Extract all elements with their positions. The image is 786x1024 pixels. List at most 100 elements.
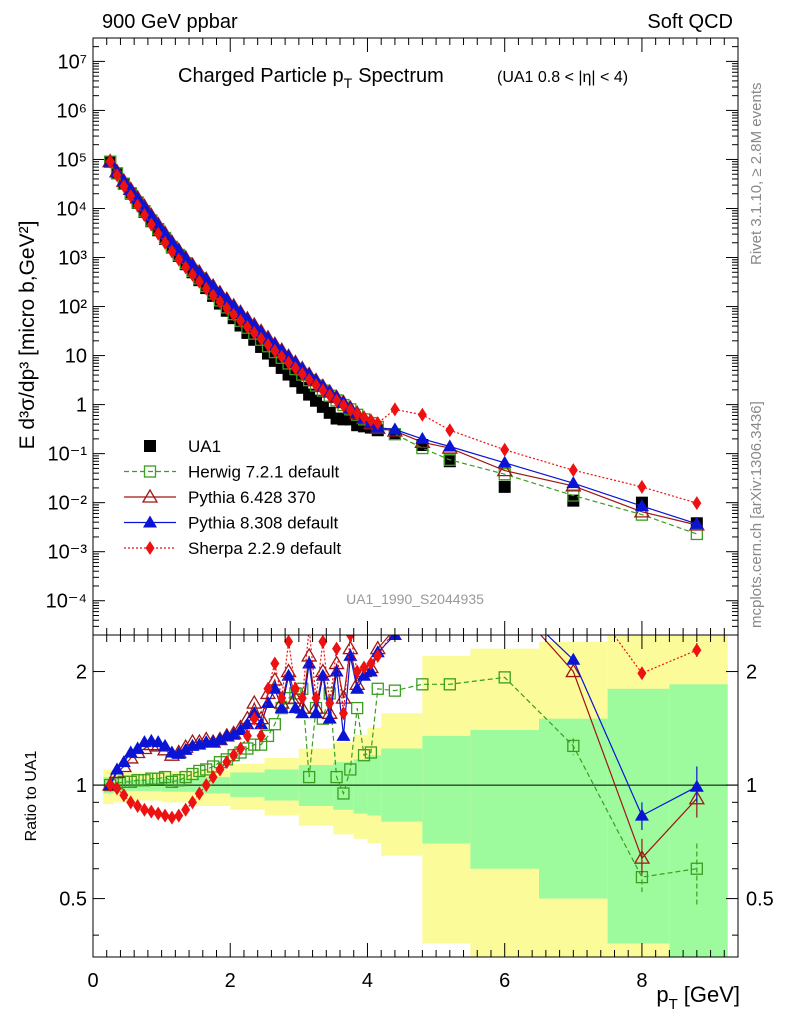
ratio-y-axis-label: Ratio to UA1 — [23, 751, 40, 842]
legend-marker-ua1 — [144, 440, 156, 452]
ratio-point-sherpa-2-2-9-default — [318, 635, 328, 649]
x-tick-label: 2 — [225, 970, 236, 992]
ratio-point-pythia-8-308-default — [322, 711, 337, 724]
ratio-point-herwig-7-2-1-default — [268, 718, 281, 731]
main-point-sherpa-2-2-9-default — [318, 383, 328, 398]
main-point-sherpa-2-2-9-default — [390, 402, 400, 417]
main-point-sherpa-2-2-9-default — [325, 388, 335, 403]
main-y-axis-label: E d³σ/dp³ [micro b,GeV²] — [16, 221, 39, 450]
main-point-sherpa-2-2-9-default — [194, 274, 204, 289]
ratio-y-tick-label-right: 2 — [746, 662, 757, 684]
ratio-point-pythia-8-308-default — [240, 717, 255, 730]
main-y-tick-label: 10⁻⁴ — [46, 591, 87, 613]
ratio-point-sherpa-2-2-9-default — [256, 728, 266, 743]
ratio-point-herwig-7-2-1-default — [443, 678, 456, 691]
ratio-point-herwig-7-2-1-default — [364, 746, 378, 759]
main-point-sherpa-2-2-9-default — [139, 208, 149, 223]
chart-title-after: Spectrum — [358, 65, 444, 87]
main-y-tick-label: 10⁵ — [56, 149, 87, 171]
main-point-sherpa-2-2-9-default — [290, 361, 300, 376]
x-axis-label-subscript: T — [669, 996, 678, 1013]
ratio-point-pythia-8-308-default — [329, 664, 344, 677]
main-point-sherpa-2-2-9-default — [215, 294, 225, 309]
chart-title-cut: (UA1 0.8 < |η| < 4) — [497, 69, 628, 86]
ratio-point-sherpa-2-2-9-default — [146, 804, 156, 819]
ratio-point-pythia-8-308-default — [281, 668, 296, 681]
main-point-pythia-8-308-default — [151, 218, 166, 231]
ratio-point-pythia-8-308-default — [343, 648, 358, 661]
legend-label-herwig-7-2-1-default: Herwig 7.2.1 default — [188, 463, 339, 482]
legend-marker-sherpa-2-2-9-default — [145, 541, 155, 555]
main-point-pythia-8-308-default — [634, 499, 649, 512]
ratio-point-pythia-8-308-default — [178, 742, 193, 755]
x-tick-label: 6 — [499, 970, 510, 992]
ratio-y-axis: 2 2 1 1 0.5 0.5 — [59, 662, 774, 936]
main-point-sherpa-2-2-9-default — [263, 337, 273, 352]
main-point-sherpa-2-2-9-default — [153, 226, 163, 241]
main-point-sherpa-2-2-9-default — [284, 355, 294, 370]
ratio-point-pythia-8-308-default — [689, 779, 704, 792]
ratio-point-pythia-8-308-default — [336, 728, 351, 741]
ratio-point-pythia-8-308-default — [260, 696, 275, 709]
main-y-tick-label: 10⁻² — [48, 493, 88, 515]
ratio-uncertainty-bands — [103, 635, 728, 957]
ratio-point-pythia-6-428-370 — [498, 588, 512, 600]
main-point-sherpa-2-2-9-default — [229, 307, 239, 322]
main-point-sherpa-2-2-9-default — [126, 188, 136, 203]
main-point-pythia-8-308-default — [415, 431, 430, 444]
main-point-sherpa-2-2-9-default — [568, 463, 578, 478]
ratio-point-pythia-8-308-default — [110, 762, 125, 775]
main-y-tick-label: 1 — [76, 395, 87, 417]
ratio-point-herwig-7-2-1-default — [330, 770, 343, 784]
ratio-point-herwig-7-2-1-default — [388, 684, 402, 697]
ratio-point-sherpa-2-2-9-default — [297, 691, 307, 706]
ratio-point-herwig-7-2-1-default — [371, 682, 384, 695]
ratio-point-sherpa-2-2-9-default — [160, 808, 170, 823]
ratio-line-herwig-7-2-1-default — [110, 676, 697, 878]
main-point-sherpa-2-2-9-default — [277, 349, 287, 364]
ratio-point-pythia-8-308-default — [309, 706, 324, 719]
main-x-axis — [92, 38, 725, 635]
main-point-sherpa-2-2-9-default — [373, 416, 383, 431]
x-axis-label: pT [GeV] — [656, 982, 740, 1013]
main-series-group — [102, 153, 705, 541]
ratio-point-sherpa-2-2-9-default — [139, 802, 149, 817]
ratio-point-pythia-8-308-default — [171, 746, 186, 759]
main-point-pythia-8-308-default — [566, 476, 581, 489]
legend-label-pythia-8-308-default: Pythia 8.308 default — [188, 514, 339, 533]
ratio-point-sherpa-2-2-9-default — [181, 802, 191, 817]
ratio-point-pythia-8-308-default — [151, 735, 166, 748]
main-point-sherpa-2-2-9-default — [270, 343, 280, 358]
ratio-point-sherpa-2-2-9-default — [112, 781, 122, 796]
ratio-point-sherpa-2-2-9-default — [569, 573, 578, 587]
main-point-pythia-8-308-default — [144, 209, 159, 222]
ratio-point-sherpa-2-2-9-default — [229, 748, 239, 763]
main-point-sherpa-2-2-9-default — [352, 406, 362, 421]
main-y-tick-label: 10² — [58, 297, 87, 319]
ratio-point-herwig-7-2-1-default — [567, 739, 580, 753]
ratio-point-sherpa-2-2-9-default — [119, 788, 129, 803]
main-point-sherpa-2-2-9-default — [187, 267, 197, 282]
ratio-point-pythia-8-308-default — [350, 681, 365, 694]
ratio-point-pythia-8-308-default — [267, 681, 282, 694]
main-point-sherpa-2-2-9-default — [345, 402, 355, 417]
watermark-label: UA1_1990_S2044935 — [346, 591, 484, 607]
main-y-tick-label: 10³ — [58, 248, 87, 270]
ratio-point-pythia-6-428-370 — [443, 573, 457, 585]
main-point-sherpa-2-2-9-default — [167, 244, 177, 259]
main-y-tick-label: 10⁷ — [58, 51, 87, 73]
main-point-pythia-8-308-default — [497, 455, 512, 468]
ratio-point-sherpa-2-2-9-default — [692, 643, 702, 658]
ratio-point-herwig-7-2-1-default — [690, 862, 703, 875]
ratio-point-sherpa-2-2-9-default — [105, 778, 115, 793]
ratio-point-sherpa-2-2-9-default — [359, 660, 369, 675]
inner-uncertainty-band — [353, 759, 368, 814]
main-point-sherpa-2-2-9-default — [297, 367, 307, 382]
main-point-sherpa-2-2-9-default — [311, 378, 321, 393]
legend-label-ua1: UA1 — [188, 437, 221, 456]
ratio-point-pythia-8-308-default — [226, 727, 241, 740]
ratio-point-herwig-7-2-1-default — [124, 775, 137, 788]
main-point-pythia-8-308-default — [123, 182, 138, 195]
ratio-point-herwig-7-2-1-default — [165, 775, 179, 788]
header-category-label: Soft QCD — [647, 11, 733, 33]
